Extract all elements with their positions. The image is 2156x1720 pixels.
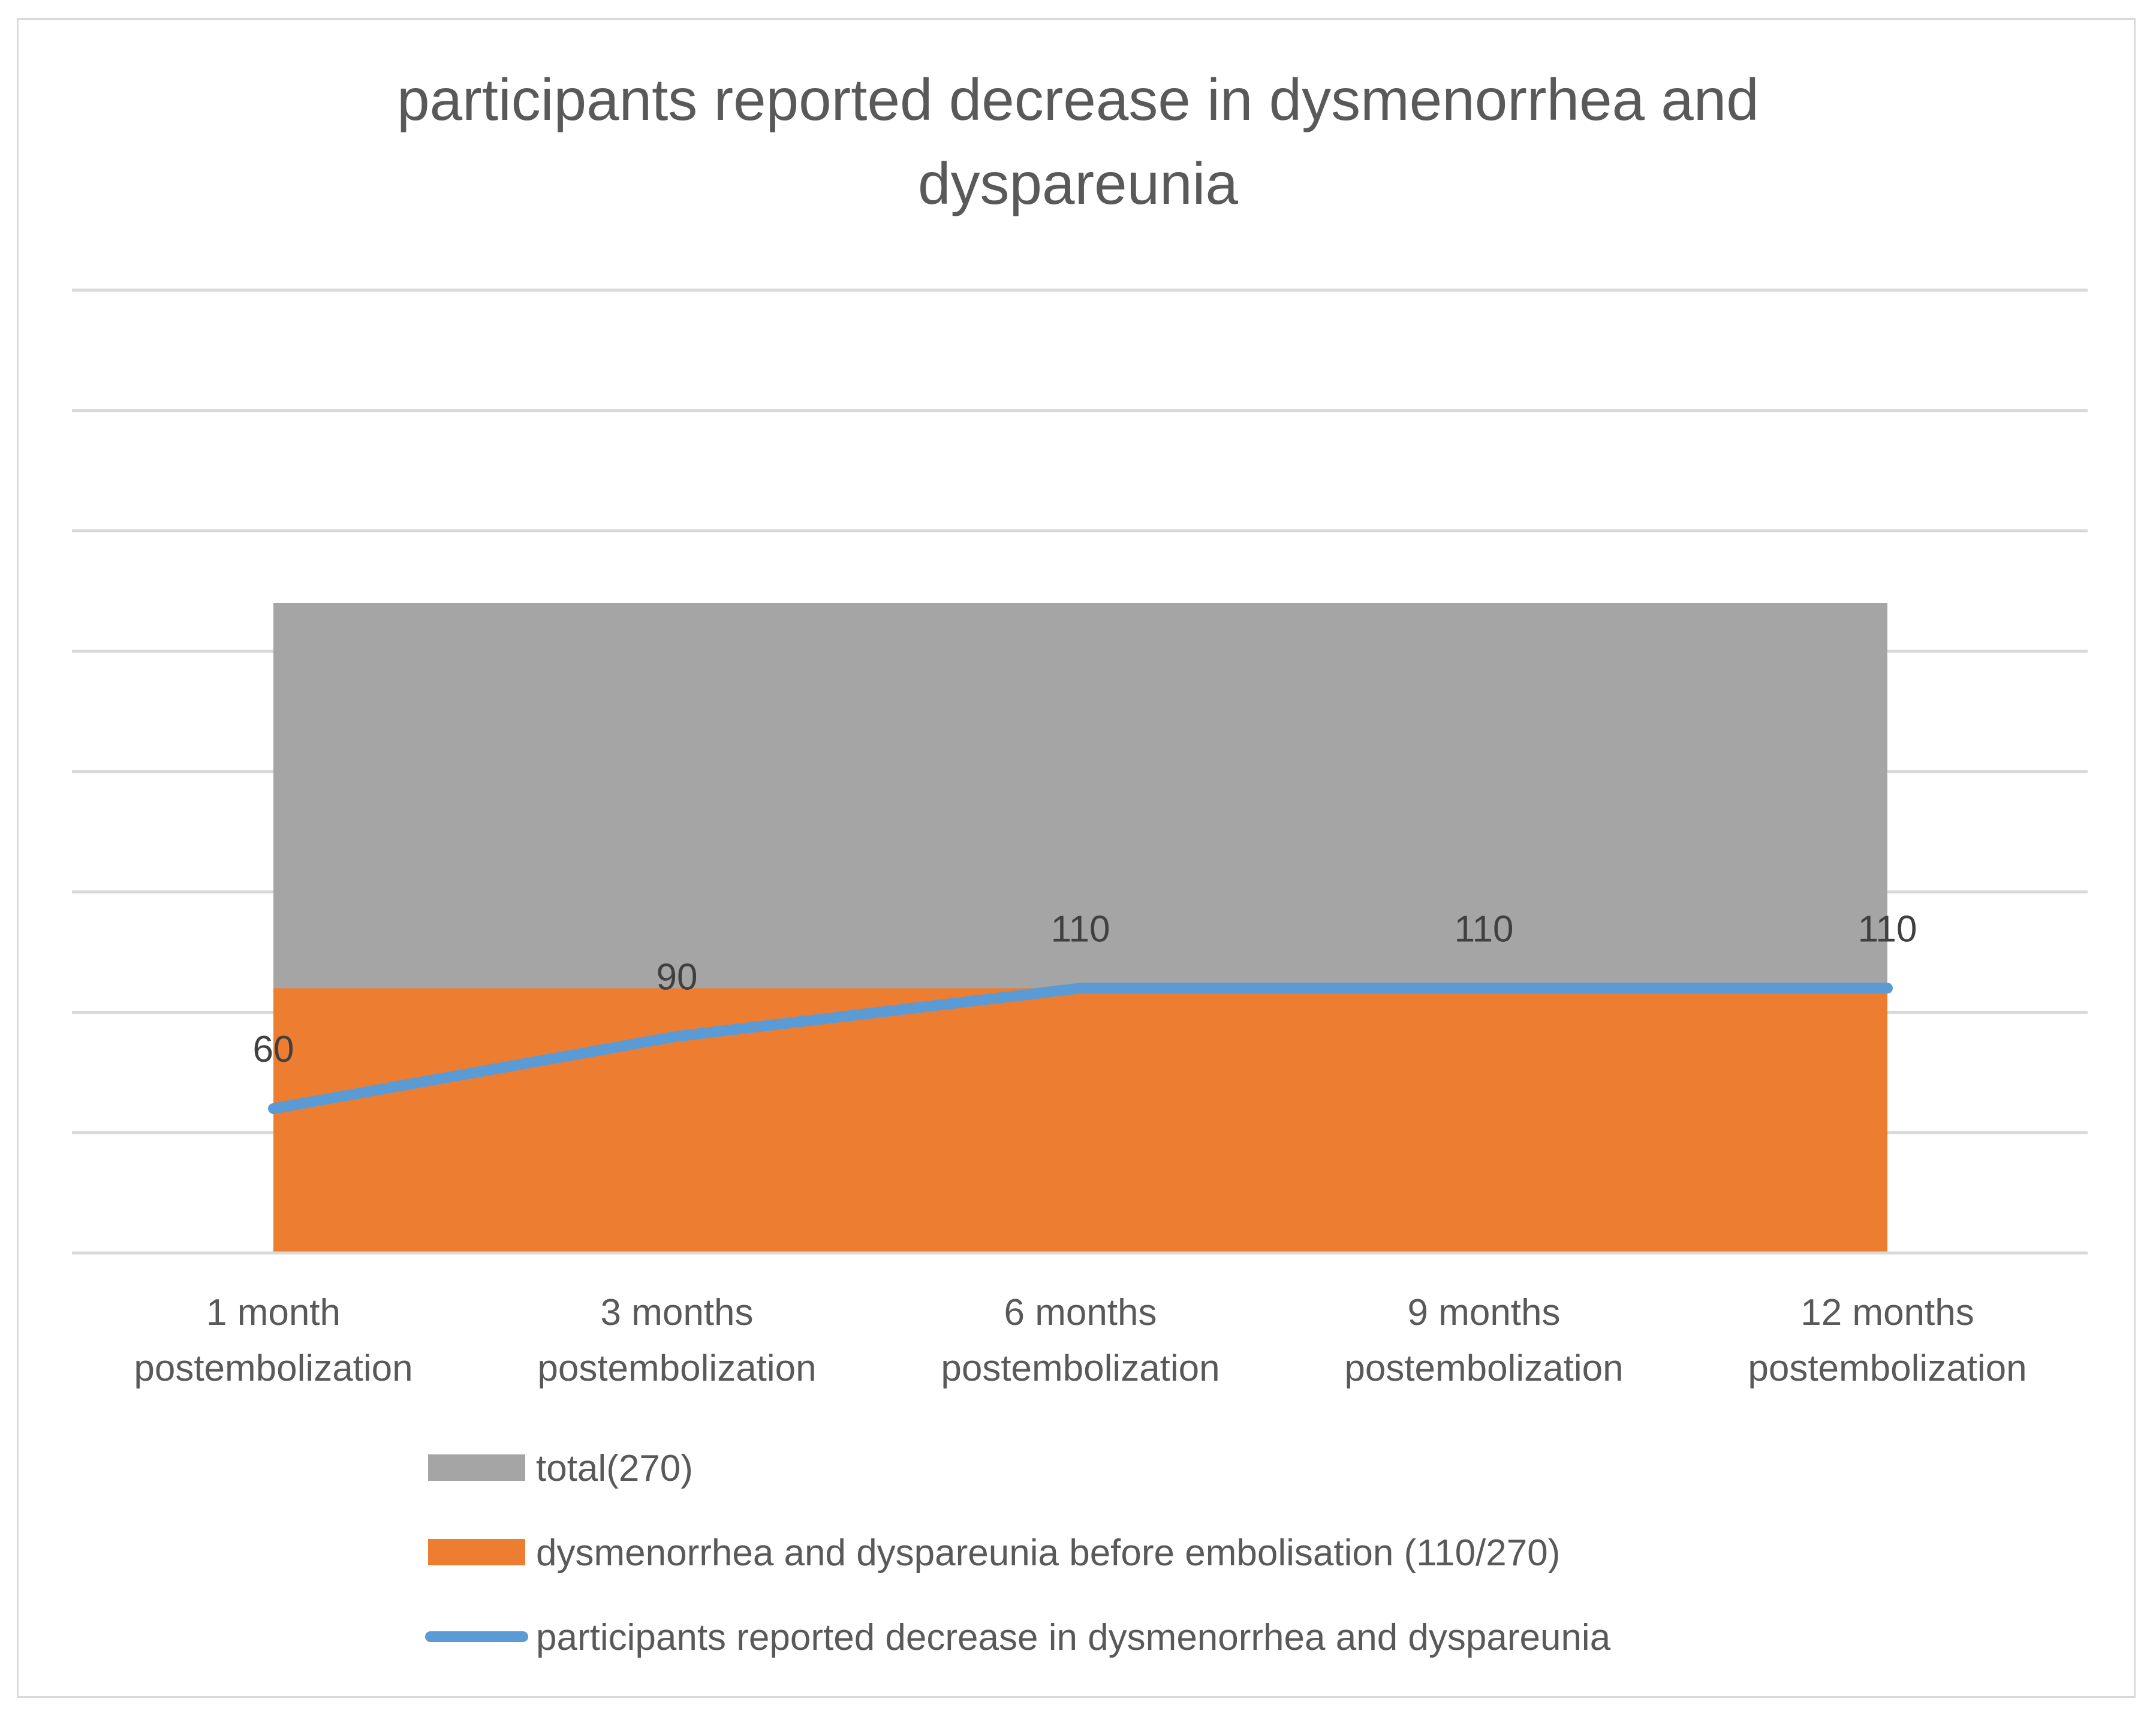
- x-tick-label-1-0: 3 months: [600, 1292, 753, 1333]
- legend-swatch-0: [428, 1454, 525, 1481]
- data-label-0: 60: [253, 1029, 294, 1070]
- legend-swatch-1: [428, 1539, 525, 1565]
- area-series-1: [273, 988, 1887, 1253]
- x-tick-label-4-1: postembolization: [1748, 1348, 2026, 1389]
- data-labels: 60 90 110 110 110: [253, 908, 1917, 1070]
- legend-label-0: total(270): [536, 1448, 693, 1489]
- legend: total(270) dysmenorrhea and dyspareunia b…: [425, 1448, 1611, 1658]
- area-series: [72, 603, 2088, 1255]
- x-tick-label-0-1: postembolization: [134, 1348, 412, 1389]
- x-axis-tick-labels: 1 month postembolization 3 months postembol…: [134, 1292, 2026, 1389]
- chart-title-line-2: dyspareunia: [918, 150, 1238, 216]
- chart-title-line-1: participants reported decrease in dysmen…: [397, 67, 1759, 132]
- line-series: [268, 983, 1893, 1114]
- chart-title: participants reported decrease in dysmen…: [397, 67, 1759, 216]
- data-label-4: 110: [1858, 908, 1917, 950]
- data-label-1: 90: [657, 957, 698, 998]
- x-tick-label-0-0: 1 month: [206, 1292, 341, 1333]
- x-tick-label-2-1: postembolization: [941, 1348, 1219, 1389]
- x-tick-label-3-1: postembolization: [1344, 1348, 1623, 1389]
- data-label-2: 110: [1051, 908, 1110, 950]
- data-label-3: 110: [1455, 908, 1514, 950]
- x-tick-label-4-0: 12 months: [1800, 1292, 1974, 1333]
- line-series-path: [268, 983, 1893, 1114]
- x-tick-label-2-0: 6 months: [1004, 1292, 1157, 1333]
- legend-label-2: participants reported decrease in dysmen…: [536, 1617, 1611, 1658]
- x-tick-label-1-1: postembolization: [537, 1348, 816, 1389]
- x-tick-label-3-0: 9 months: [1407, 1292, 1560, 1333]
- legend-label-1: dysmenorrhea and dyspareunia before embo…: [536, 1532, 1560, 1574]
